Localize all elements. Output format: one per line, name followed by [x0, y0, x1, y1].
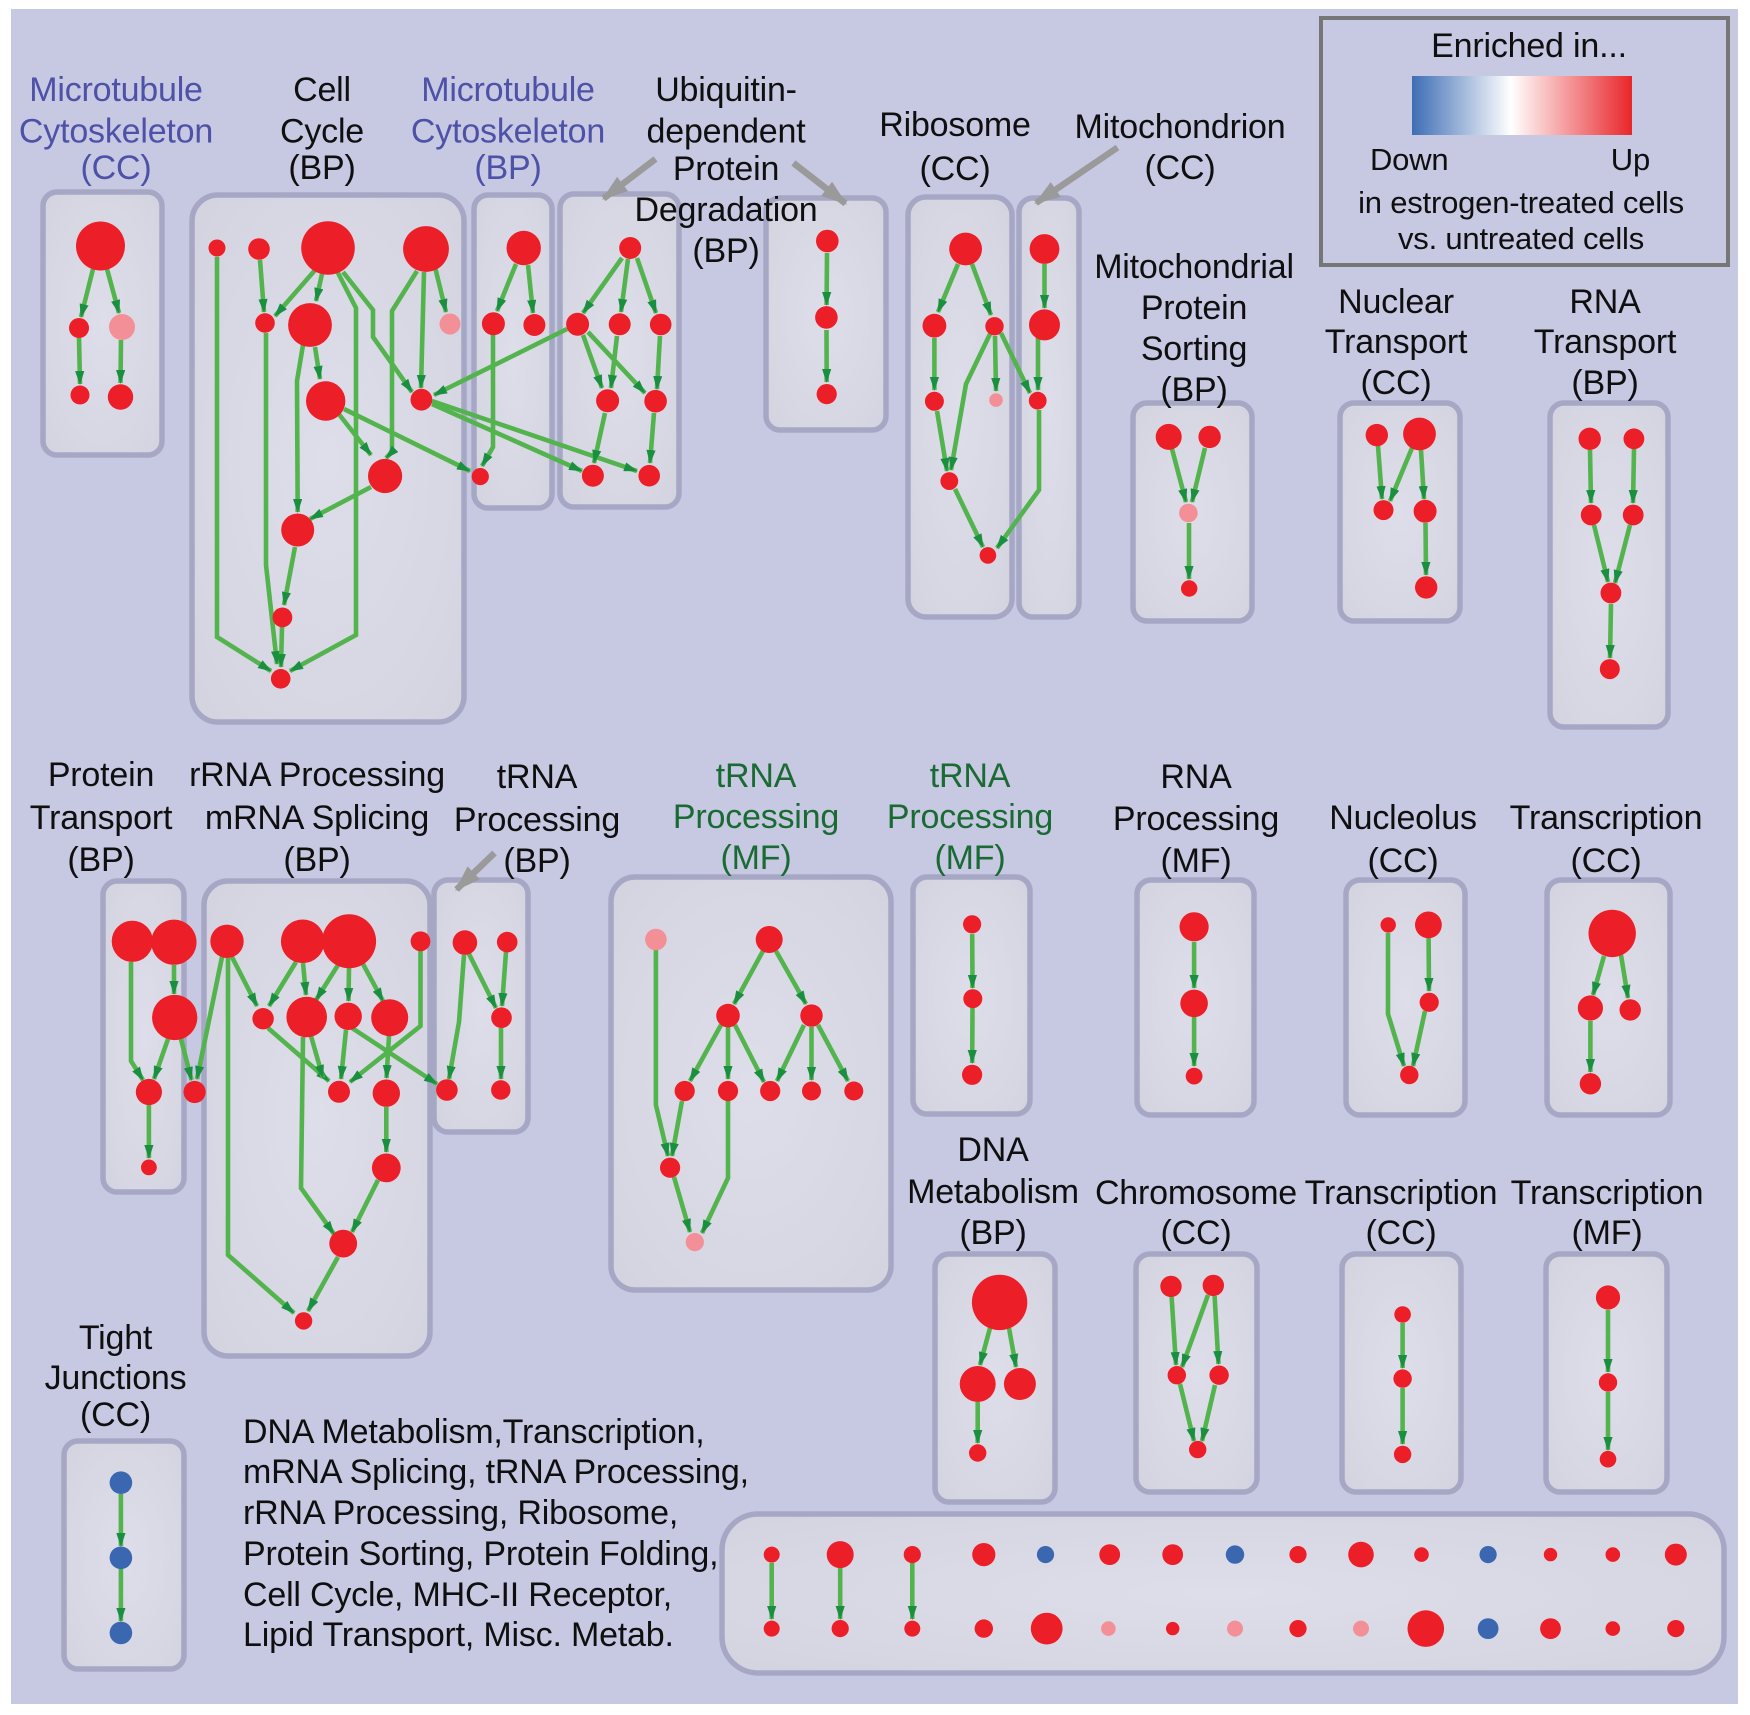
svg-text:Mitochondrial: Mitochondrial: [1094, 248, 1294, 286]
svg-text:Protein: Protein: [673, 150, 779, 188]
svg-text:dependent: dependent: [647, 113, 807, 151]
svg-text:Protein: Protein: [48, 756, 154, 794]
svg-text:Transcription: Transcription: [1510, 799, 1703, 837]
svg-text:(BP): (BP): [67, 841, 134, 879]
svg-text:Transport: Transport: [1325, 323, 1468, 361]
svg-text:(CC): (CC): [1161, 1214, 1232, 1252]
svg-text:(BP): (BP): [474, 149, 541, 187]
svg-text:(CC): (CC): [1571, 842, 1642, 880]
svg-text:(MF): (MF): [935, 839, 1006, 877]
svg-text:in estrogen-treated cells: in estrogen-treated cells: [1358, 185, 1684, 220]
svg-text:Transcription: Transcription: [1511, 1174, 1704, 1212]
svg-text:Processing: Processing: [673, 798, 839, 836]
svg-text:(CC): (CC): [920, 150, 991, 188]
svg-text:Ribosome: Ribosome: [879, 106, 1030, 144]
svg-text:(CC): (CC): [1366, 1214, 1437, 1252]
svg-text:(MF): (MF): [721, 839, 792, 877]
svg-text:(BP): (BP): [288, 149, 355, 187]
svg-text:Tight: Tight: [79, 1319, 153, 1357]
svg-text:(BP): (BP): [959, 1214, 1026, 1252]
svg-text:rRNA Processing: rRNA Processing: [189, 756, 445, 794]
svg-text:(CC): (CC): [1368, 842, 1439, 880]
svg-text:Protein: Protein: [1141, 289, 1247, 327]
svg-text:mRNA Splicing, tRNA Processing: mRNA Splicing, tRNA Processing,: [243, 1453, 749, 1491]
svg-text:(CC): (CC): [1361, 364, 1432, 402]
svg-text:Sorting: Sorting: [1141, 330, 1247, 368]
svg-text:Processing: Processing: [1113, 800, 1279, 838]
svg-text:(BP): (BP): [503, 842, 570, 880]
svg-text:(CC): (CC): [80, 1396, 151, 1434]
svg-text:DNA Metabolism,Transcription,: DNA Metabolism,Transcription,: [243, 1413, 705, 1451]
svg-text:Lipid Transport, Misc. Metab.: Lipid Transport, Misc. Metab.: [243, 1616, 674, 1654]
svg-text:(BP): (BP): [1571, 364, 1638, 402]
svg-text:Microtubule: Microtubule: [421, 71, 595, 109]
svg-text:(MF): (MF): [1572, 1214, 1643, 1252]
svg-text:Cell: Cell: [293, 71, 351, 109]
svg-text:(BP): (BP): [283, 841, 350, 879]
svg-text:vs. untreated cells: vs. untreated cells: [1398, 221, 1644, 256]
svg-text:(BP): (BP): [1160, 371, 1227, 409]
svg-text:Processing: Processing: [887, 798, 1053, 836]
svg-text:Enriched in...: Enriched in...: [1431, 27, 1627, 65]
svg-text:Nucleolus: Nucleolus: [1329, 799, 1477, 837]
svg-text:Cytoskeleton: Cytoskeleton: [411, 113, 605, 151]
svg-text:Processing: Processing: [454, 801, 620, 839]
svg-text:DNA: DNA: [957, 1131, 1029, 1169]
svg-text:Nuclear: Nuclear: [1338, 283, 1454, 321]
svg-text:Junctions: Junctions: [45, 1359, 187, 1397]
svg-text:Down: Down: [1370, 142, 1448, 177]
svg-text:tRNA: tRNA: [716, 757, 797, 795]
svg-text:Up: Up: [1611, 142, 1650, 177]
svg-text:RNA: RNA: [1160, 758, 1232, 796]
svg-text:Cell Cycle, MHC-II Receptor,: Cell Cycle, MHC-II Receptor,: [243, 1576, 672, 1614]
svg-text:tRNA: tRNA: [497, 758, 578, 796]
svg-text:(CC): (CC): [81, 149, 152, 187]
svg-text:mRNA Splicing: mRNA Splicing: [205, 799, 429, 837]
svg-text:tRNA: tRNA: [930, 757, 1011, 795]
svg-text:(CC): (CC): [1145, 149, 1216, 187]
svg-text:Metabolism: Metabolism: [907, 1173, 1079, 1211]
svg-text:(MF): (MF): [1161, 842, 1232, 880]
svg-text:Cycle: Cycle: [280, 113, 364, 151]
svg-text:Transcription: Transcription: [1305, 1174, 1498, 1212]
svg-text:Chromosome: Chromosome: [1095, 1174, 1297, 1212]
svg-text:Protein Sorting, Protein Foldi: Protein Sorting, Protein Folding,: [243, 1535, 718, 1573]
svg-text:Mitochondrion: Mitochondrion: [1075, 108, 1286, 146]
svg-text:Transport: Transport: [1534, 323, 1677, 361]
svg-text:rRNA Processing, Ribosome,: rRNA Processing, Ribosome,: [243, 1494, 678, 1532]
svg-text:Microtubule: Microtubule: [29, 71, 203, 109]
svg-text:RNA: RNA: [1569, 283, 1641, 321]
svg-text:(BP): (BP): [692, 232, 759, 270]
svg-text:Ubiquitin-: Ubiquitin-: [655, 71, 797, 109]
svg-text:Transport: Transport: [30, 799, 173, 837]
svg-text:Cytoskeleton: Cytoskeleton: [19, 113, 213, 151]
svg-text:Degradation: Degradation: [634, 191, 817, 229]
